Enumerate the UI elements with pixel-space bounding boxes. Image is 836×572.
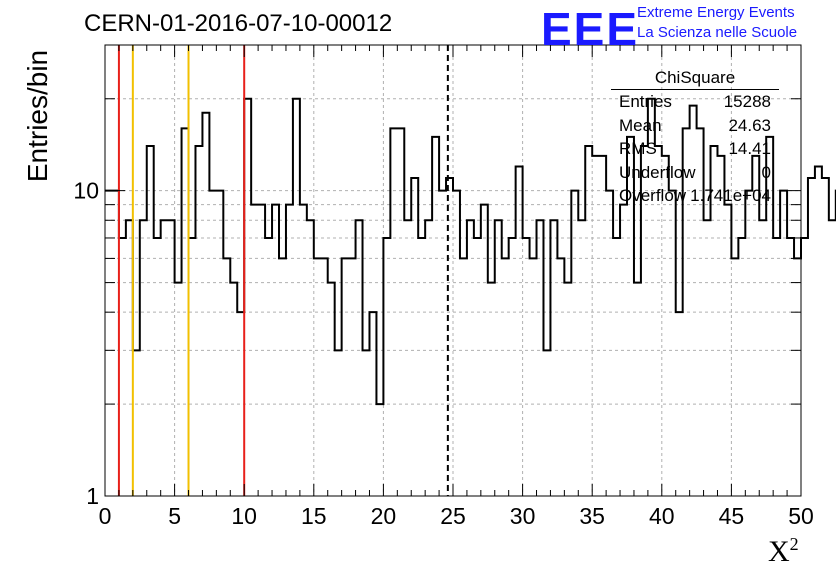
stats-value: 14.41	[728, 139, 771, 158]
logo-line-2: La Scienza nelle Scuole	[637, 24, 798, 41]
logo-caption: Extreme Energy Events La Scienza nelle S…	[637, 3, 797, 43]
stats-box: ChiSquare Entries 15288 Mean 24.63 RMS 14.4…	[611, 68, 779, 210]
x-tick-label: 40	[649, 503, 675, 529]
x-tick-label: 10	[231, 503, 257, 529]
x-tick-label: 30	[510, 503, 536, 529]
stats-row: Overflow 1.741e+04	[611, 186, 779, 210]
stats-row: RMS 14.41	[611, 139, 779, 163]
axis-ticks: 0 5 10 15 20 25 30 35 40 45 50 1 10	[73, 44, 814, 529]
x-tick-label: 45	[719, 503, 745, 529]
stats-value: 24.63	[728, 115, 771, 135]
stats-key: Underflow	[619, 162, 696, 182]
stats-row: Mean 24.63	[611, 116, 779, 140]
x-axis-label: X2	[768, 534, 799, 569]
chart-title: CERN-01-2016-07-10-00012	[84, 10, 393, 37]
logo-line-1: Extreme Energy Events	[637, 4, 795, 21]
stats-value: 0	[761, 162, 771, 182]
stats-key: Entries	[619, 92, 672, 111]
y-tick-label: 1	[86, 483, 99, 509]
stats-key: Mean	[619, 115, 662, 135]
x-tick-label: 25	[440, 503, 466, 529]
stats-value: 1.741e+04	[690, 186, 771, 205]
stats-value: 15288	[723, 92, 771, 111]
stats-key: RMS	[619, 139, 657, 158]
x-tick-label: 35	[579, 503, 605, 529]
stats-row: Underflow 0	[611, 163, 779, 187]
x-tick-label: 15	[301, 503, 327, 529]
x-tick-label: 5	[168, 503, 181, 529]
histogram-series	[105, 97, 836, 406]
x-tick-label: 0	[99, 503, 112, 529]
eee-logo: EEE	[541, 3, 640, 55]
x-tick-label: 20	[371, 503, 397, 529]
stats-key: Overflow	[619, 186, 687, 205]
histogram-step-line	[105, 97, 836, 406]
marker-lines	[117, 45, 449, 496]
y-axis-label: Entries/bin	[22, 49, 53, 183]
x-axis-label-sup: 2	[789, 534, 799, 554]
x-tick-label: 50	[788, 503, 814, 529]
y-tick-label: 10	[73, 178, 99, 204]
x-axis-label-base: X	[768, 535, 790, 568]
stats-title: ChiSquare	[611, 68, 779, 90]
stats-row: Entries 15288	[611, 92, 779, 116]
